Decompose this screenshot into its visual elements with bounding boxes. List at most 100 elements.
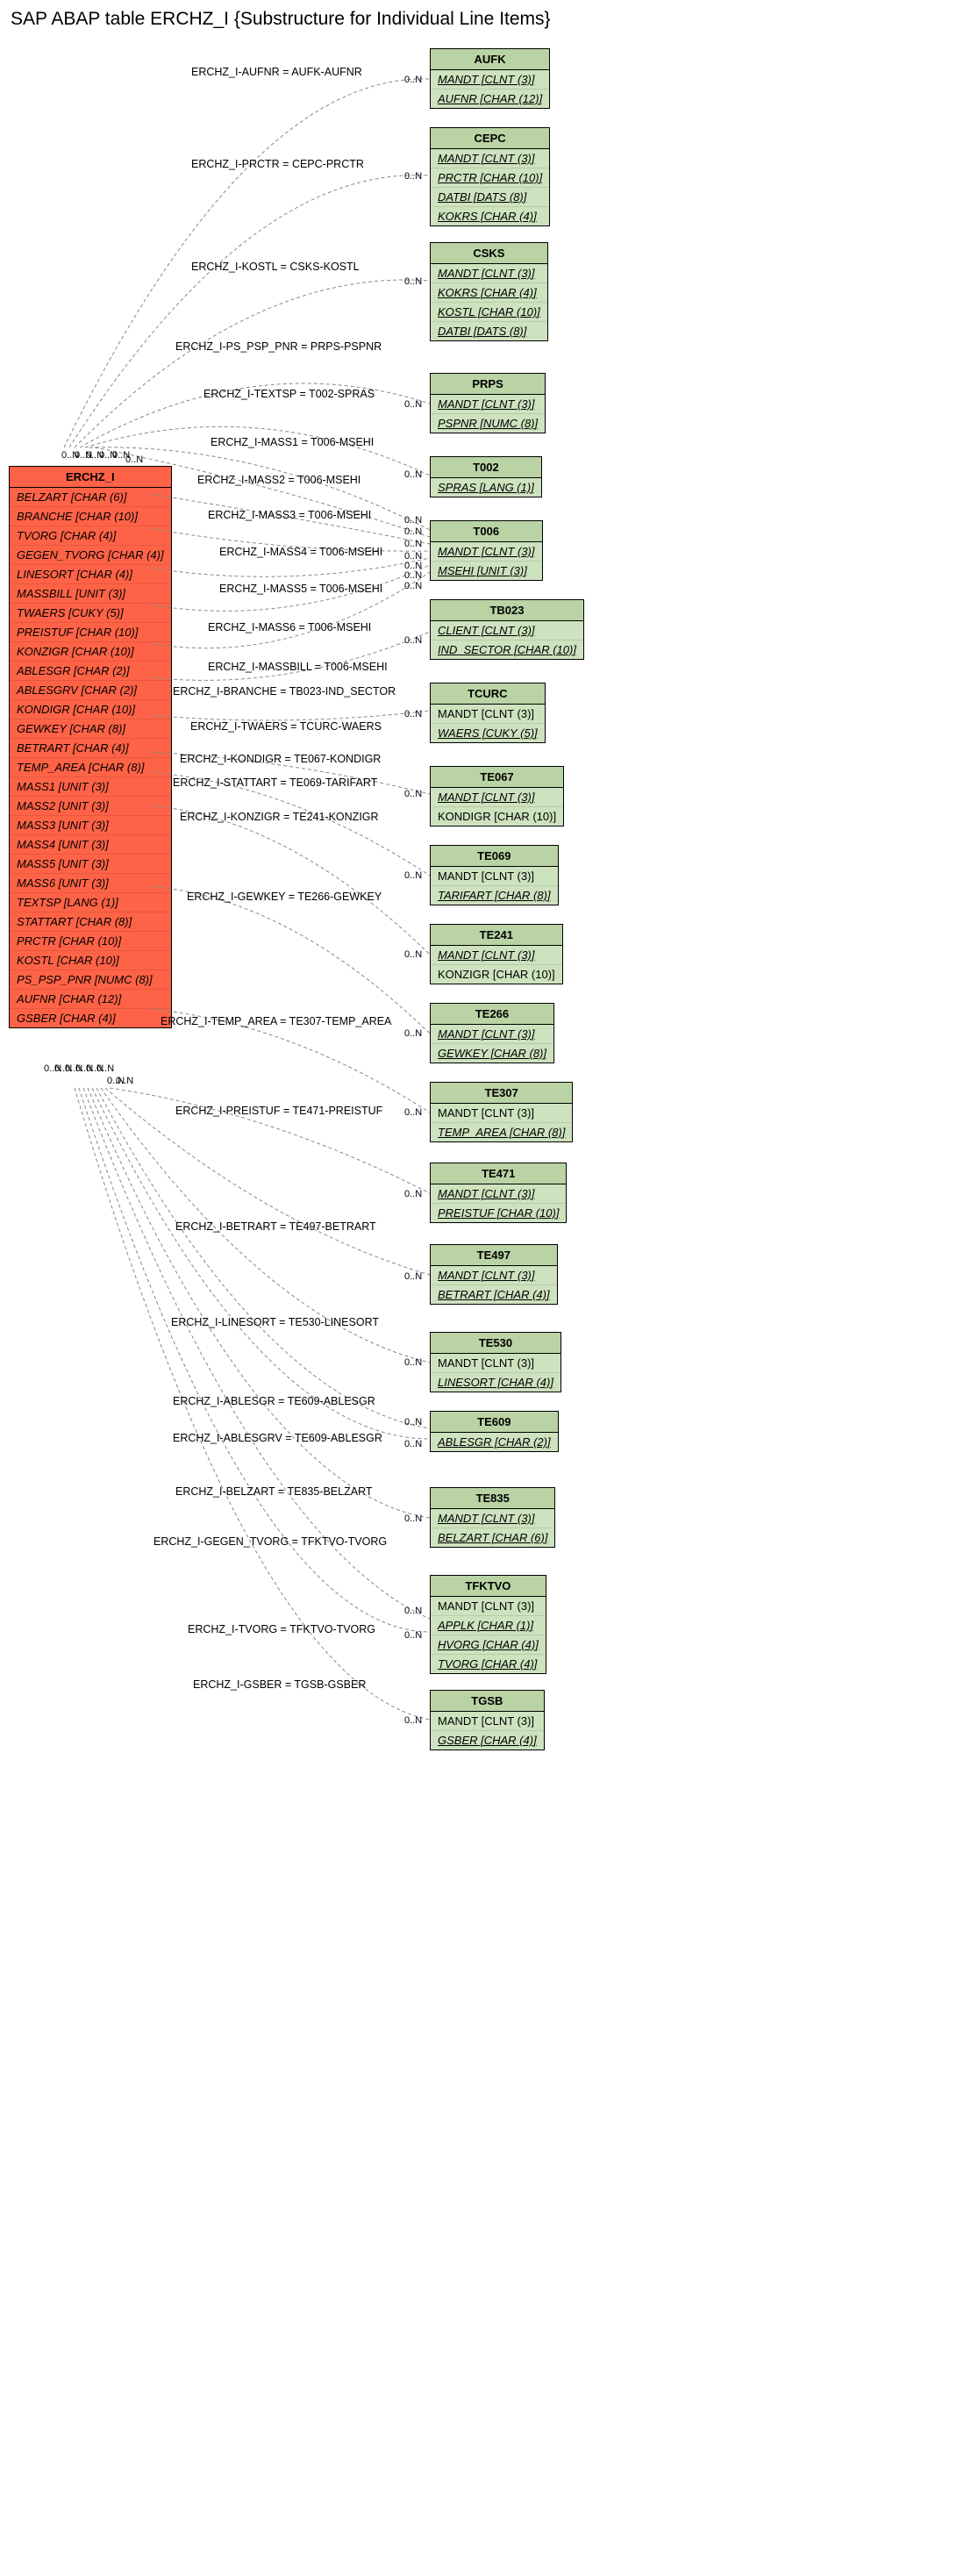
relation-label: ERCHZ_I-GEGEN_TVORG = TFKTVO-TVORG <box>154 1535 387 1548</box>
cardinality-label: 0..N <box>116 1076 133 1086</box>
relation-line <box>96 1088 430 1428</box>
target-field-row: MANDT [CLNT (3)] <box>431 264 547 283</box>
cardinality-label: 0..N <box>404 171 422 182</box>
target-field-row: PSPNR [NUMC (8)] <box>431 414 545 433</box>
relation-label: ERCHZ_I-KONZIGR = TE241-KONZIGR <box>180 811 379 823</box>
target-field-row: GSBER [CHAR (4)] <box>431 1731 544 1750</box>
cardinality-label: 0..N <box>125 454 143 465</box>
relation-line <box>149 632 430 680</box>
cardinality-label: 0..N <box>404 1606 422 1616</box>
cardinality-label: 0..N <box>404 399 422 410</box>
target-header: TE497 <box>431 1245 557 1266</box>
target-header: CSKS <box>431 243 547 264</box>
target-field-row: DATBI [DATS (8)] <box>431 322 547 340</box>
main-field-row: BELZART [CHAR (6)] <box>10 488 171 507</box>
target-table-te471: TE471MANDT [CLNT (3)]PREISTUF [CHAR (10)… <box>430 1163 567 1223</box>
target-header: TE069 <box>431 846 558 867</box>
target-field-row: TVORG [CHAR (4)] <box>431 1655 546 1673</box>
cardinality-label: 0..N <box>404 1513 422 1524</box>
target-header: T002 <box>431 457 541 478</box>
target-field-row: AUFNR [CHAR (12)] <box>431 89 549 108</box>
relation-label: ERCHZ_I-GSBER = TGSB-GSBER <box>193 1678 366 1691</box>
main-field-row: TVORG [CHAR (4)] <box>10 526 171 546</box>
main-field-row: KOSTL [CHAR (10)] <box>10 951 171 970</box>
relation-label: ERCHZ_I-TVORG = TFKTVO-TVORG <box>188 1623 375 1635</box>
target-field-row: APPLK [CHAR (1)] <box>431 1616 546 1635</box>
target-field-row: DATBI [DATS (8)] <box>431 188 549 207</box>
cardinality-label: 0..N <box>404 75 422 85</box>
target-table-te530: TE530MANDT [CLNT (3)]LINESORT [CHAR (4)] <box>430 1332 561 1392</box>
target-header: PRPS <box>431 374 545 395</box>
main-field-row: KONDIGR [CHAR (10)] <box>10 700 171 719</box>
main-field-row: MASS1 [UNIT (3)] <box>10 777 171 797</box>
relation-label: ERCHZ_I-PRCTR = CEPC-PRCTR <box>191 158 364 170</box>
target-field-row: MANDT [CLNT (3)] <box>431 542 542 562</box>
relation-label: ERCHZ_I-STATTART = TE069-TARIFART <box>173 776 377 789</box>
target-field-row: MANDT [CLNT (3)] <box>431 1025 553 1044</box>
cardinality-label: 0..N <box>404 1189 422 1199</box>
target-header: T006 <box>431 521 542 542</box>
relation-label: ERCHZ_I-TEMP_AREA = TE307-TEMP_AREA <box>161 1015 391 1027</box>
cardinality-label: 0..N <box>404 1271 422 1282</box>
relation-line <box>75 280 430 447</box>
main-field-row: ABLESGR [CHAR (2)] <box>10 662 171 681</box>
target-table-aufk: AUFKMANDT [CLNT (3)]AUFNR [CHAR (12)] <box>430 48 550 109</box>
main-field-row: PREISTUF [CHAR (10)] <box>10 623 171 642</box>
target-table-prps: PRPSMANDT [CLNT (3)]PSPNR [NUMC (8)] <box>430 373 546 433</box>
main-field-row: AUFNR [CHAR (12)] <box>10 990 171 1009</box>
main-field-row: BETRART [CHAR (4)] <box>10 739 171 758</box>
target-field-row: HVORG [CHAR (4)] <box>431 1635 546 1655</box>
main-field-row: GEGEN_TVORG [CHAR (4)] <box>10 546 171 565</box>
target-field-row: TARIFART [CHAR (8)] <box>431 886 558 905</box>
target-table-cepc: CEPCMANDT [CLNT (3)]PRCTR [CHAR (10)]DAT… <box>430 127 550 226</box>
main-field-row: GEWKEY [CHAR (8)] <box>10 719 171 739</box>
relation-label: ERCHZ_I-BELZART = TE835-BELZART <box>175 1485 373 1498</box>
target-header: TE307 <box>431 1083 572 1104</box>
target-header: TFKTVO <box>431 1576 546 1597</box>
target-field-row: MANDT [CLNT (3)] <box>431 1266 557 1285</box>
target-field-row: MANDT [CLNT (3)] <box>431 705 545 724</box>
target-field-row: PRCTR [CHAR (10)] <box>431 168 549 188</box>
relation-label: ERCHZ_I-MASS3 = T006-MSEHI <box>208 509 371 521</box>
relation-label: ERCHZ_I-ABLESGR = TE609-ABLESGR <box>173 1395 375 1407</box>
cardinality-label: 0..N <box>404 515 422 526</box>
target-field-row: MANDT [CLNT (3)] <box>431 1184 566 1204</box>
main-entity-name: ERCHZ_I <box>10 467 171 488</box>
main-field-row: TEXTSP [LANG (1)] <box>10 893 171 912</box>
cardinality-label: 0..N <box>404 469 422 480</box>
cardinality-label: 0..N <box>404 526 422 537</box>
relation-label: ERCHZ_I-PS_PSP_PNR = PRPS-PSPNR <box>175 340 382 353</box>
relation-line <box>149 805 430 955</box>
target-field-row: MANDT [CLNT (3)] <box>431 149 549 168</box>
target-header: TE609 <box>431 1412 558 1433</box>
target-field-row: BELZART [CHAR (6)] <box>431 1528 554 1547</box>
target-header: TE241 <box>431 925 562 946</box>
target-field-row: KOKRS [CHAR (4)] <box>431 283 547 303</box>
main-field-row: MASS2 [UNIT (3)] <box>10 797 171 816</box>
relation-label: ERCHZ_I-PREISTUF = TE471-PREISTUF <box>175 1105 382 1117</box>
target-header: TB023 <box>431 600 583 621</box>
cardinality-label: 0..N <box>404 1028 422 1039</box>
relation-line <box>92 1088 430 1439</box>
target-table-te835: TE835MANDT [CLNT (3)]BELZART [CHAR (6)] <box>430 1487 555 1548</box>
main-field-row: PS_PSP_PNR [NUMC (8)] <box>10 970 171 990</box>
relation-label: ERCHZ_I-ABLESGRV = TE609-ABLESGR <box>173 1432 382 1444</box>
relation-label: ERCHZ_I-TWAERS = TCURC-WAERS <box>190 720 382 733</box>
cardinality-label: 0..N <box>404 1439 422 1449</box>
relation-line <box>149 886 430 1034</box>
target-table-tb023: TB023CLIENT [CLNT (3)]IND_SECTOR [CHAR (… <box>430 599 584 660</box>
main-field-row: TEMP_AREA [CHAR (8)] <box>10 758 171 777</box>
target-field-row: CLIENT [CLNT (3)] <box>431 621 583 640</box>
main-field-row: KONZIGR [CHAR (10)] <box>10 642 171 662</box>
target-field-row: MANDT [CLNT (3)] <box>431 788 563 807</box>
target-field-row: MANDT [CLNT (3)] <box>431 946 562 965</box>
main-field-row: LINESORT [CHAR (4)] <box>10 565 171 584</box>
target-field-row: MANDT [CLNT (3)] <box>431 1712 544 1731</box>
target-header: TE067 <box>431 767 563 788</box>
relation-label: ERCHZ_I-TEXTSP = T002-SPRAS <box>203 388 375 400</box>
cardinality-label: 0..N <box>404 789 422 799</box>
target-field-row: MANDT [CLNT (3)] <box>431 867 558 886</box>
relation-label: ERCHZ_I-MASS5 = T006-MSEHI <box>219 583 382 595</box>
main-field-row: ABLESGRV [CHAR (2)] <box>10 681 171 700</box>
relation-label: ERCHZ_I-MASS6 = T006-MSEHI <box>208 621 371 633</box>
